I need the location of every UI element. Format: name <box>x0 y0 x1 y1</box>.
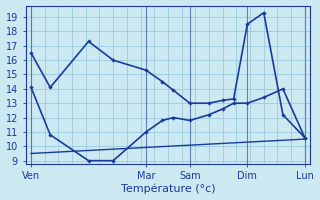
X-axis label: Température (°c): Température (°c) <box>121 184 215 194</box>
